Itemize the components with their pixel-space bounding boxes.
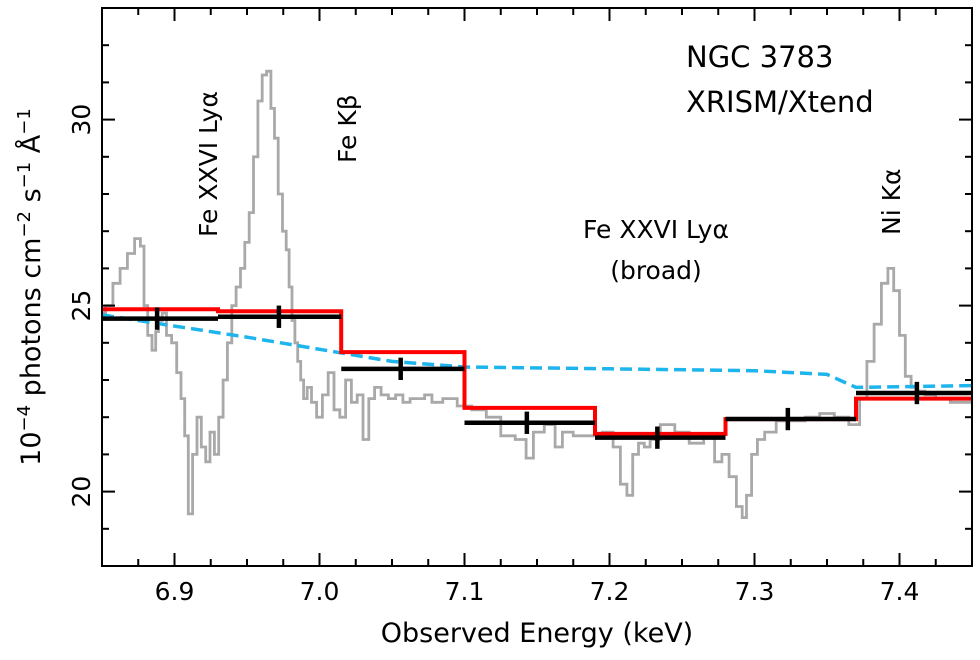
x-tick-label: 7.3 xyxy=(735,577,775,606)
fe-kbeta-label: Fe Kβ xyxy=(333,94,362,163)
x-tick-label: 7.4 xyxy=(880,577,920,606)
data-point xyxy=(464,411,595,434)
y-tick-label: 25 xyxy=(67,290,96,322)
x-tick-label: 7.0 xyxy=(300,577,340,606)
data-point xyxy=(218,305,342,328)
y-tick-label: 20 xyxy=(67,476,96,508)
ni-kalpha-label: Ni Kα xyxy=(877,169,906,235)
data-point xyxy=(725,407,856,431)
x-tick-label: 6.9 xyxy=(155,577,195,606)
x-tick-label: 7.2 xyxy=(590,577,630,606)
data-point xyxy=(856,381,972,405)
fe26-lya-narrow-label: Fe XXVI Lyα xyxy=(194,91,223,237)
axis-ticks xyxy=(101,7,973,567)
y-axis-label: 10−4 photons cm−2 s−1 Å−1 xyxy=(14,108,47,466)
data-point xyxy=(102,307,218,330)
x-tick-label: 7.1 xyxy=(445,577,485,606)
y-tick-label: 30 xyxy=(67,104,96,136)
instrument-label: XRISM/Xtend xyxy=(686,85,874,119)
continuum-dashed-line xyxy=(102,313,972,390)
fe26-lya-broad-label: Fe XXVI Lyα xyxy=(583,215,729,244)
data-point xyxy=(595,426,726,449)
fe26-lya-broad-sublabel: (broad) xyxy=(610,256,702,285)
x-axis-label: Observed Energy (keV) xyxy=(381,618,693,649)
object-name-label: NGC 3783 xyxy=(686,40,833,74)
gray-spectrum-line xyxy=(102,69,972,519)
data-point xyxy=(341,357,465,380)
plot-area xyxy=(102,69,972,519)
